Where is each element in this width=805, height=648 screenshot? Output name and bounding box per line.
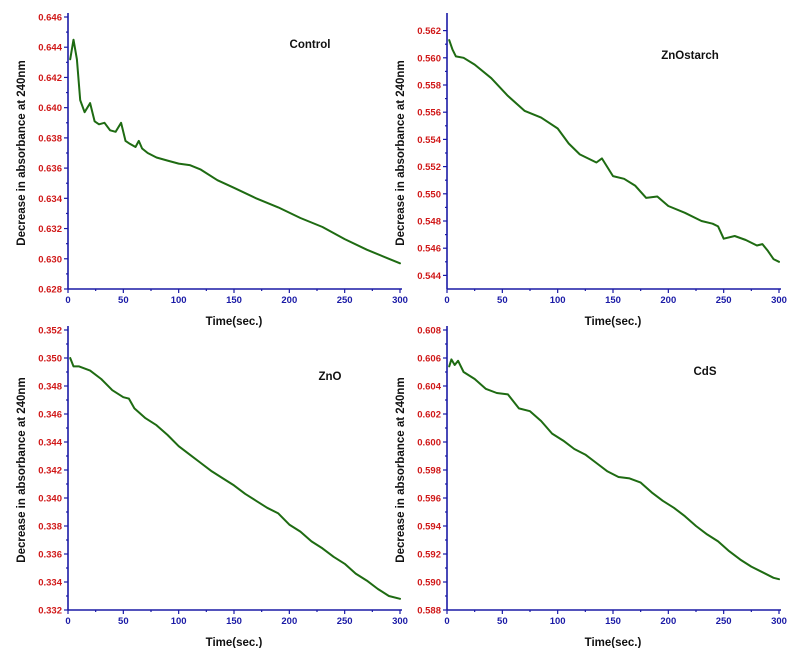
y-tick-label: 0.342	[38, 466, 62, 477]
x-tick-label: 50	[497, 616, 508, 627]
y-tick-label: 0.334	[38, 578, 62, 589]
x-tick-label: 0	[444, 295, 449, 306]
x-tick-label: 150	[605, 295, 621, 306]
y-tick-label: 0.588	[417, 606, 441, 617]
y-tick-label: 0.338	[38, 522, 62, 533]
y-tick-label: 0.634	[38, 194, 62, 205]
panel-title-zno: ZnO	[319, 371, 342, 383]
panel-title-cds: CdS	[694, 366, 717, 378]
y-tick-label: 0.630	[38, 254, 62, 265]
series-line-znostarch	[448, 39, 780, 263]
y-axis-title: Decrease in absorbance at 240nm	[395, 377, 407, 562]
y-tick-label: 0.332	[38, 606, 62, 617]
series-line-cds	[448, 358, 780, 581]
x-tick-label: 150	[226, 295, 242, 306]
x-tick-label: 200	[281, 616, 297, 627]
x-tick-label: 150	[226, 616, 242, 627]
y-tick-label: 0.646	[38, 13, 62, 24]
x-tick-label: 100	[550, 295, 566, 306]
y-tick-label: 0.600	[417, 438, 441, 449]
y-tick-label: 0.560	[417, 53, 441, 64]
x-tick-label: 100	[171, 616, 187, 627]
series-line-zno	[69, 357, 401, 600]
panel-title-znostarch: ZnOstarch	[661, 50, 719, 62]
y-tick-label: 0.554	[417, 135, 441, 146]
y-tick-label: 0.562	[417, 26, 441, 37]
y-tick-label: 0.598	[417, 466, 441, 477]
y-tick-label: 0.548	[417, 217, 441, 228]
x-tick-label: 50	[118, 295, 129, 306]
y-tick-label: 0.350	[38, 354, 62, 365]
y-tick-label: 0.550	[417, 189, 441, 200]
y-axis-title: Decrease in absorbance at 240nm	[16, 377, 28, 562]
series-line-control	[69, 38, 401, 265]
y-axis-title: Decrease in absorbance at 240nm	[16, 60, 28, 245]
y-tick-label: 0.544	[417, 271, 441, 282]
x-tick-label: 250	[337, 616, 353, 627]
x-axis-title: Time(sec.)	[206, 637, 263, 648]
chart-panel-cds: 0.588 0.590 0.592 0.594 0.596 0.598 0.600 0.602…	[395, 326, 787, 648]
y-axis-title: Decrease in absorbance at 240nm	[395, 60, 407, 245]
y-tick-label: 0.546	[417, 244, 441, 255]
x-tick-label: 200	[660, 295, 676, 306]
y-tick-label: 0.596	[417, 494, 441, 505]
x-axis-title: Time(sec.)	[585, 316, 642, 328]
x-tick-label: 300	[392, 616, 408, 627]
x-tick-label: 0	[444, 616, 449, 627]
y-tick-label: 0.590	[417, 578, 441, 589]
y-tick-label: 0.628	[38, 285, 62, 296]
y-tick-label: 0.344	[38, 438, 62, 449]
y-tick-label: 0.638	[38, 133, 62, 144]
x-tick-label: 300	[771, 295, 787, 306]
chart-panel-control: 0.628 0.630 0.632 0.634 0.636 0.638 0.640 0.642…	[16, 13, 408, 329]
x-tick-label: 250	[337, 295, 353, 306]
y-tick-label: 0.348	[38, 382, 62, 393]
x-axis-title: Time(sec.)	[585, 637, 642, 648]
x-tick-label: 0	[65, 616, 70, 627]
y-tick-label: 0.608	[417, 326, 441, 337]
y-tick-label: 0.604	[417, 382, 441, 393]
chart-panel-znostarch: 0.544 0.546 0.548 0.550 0.552 0.554 0.556 0.558…	[395, 13, 787, 328]
chart-panel-zno: 0.332 0.334 0.336 0.338 0.340 0.342 0.344 0.346…	[16, 326, 408, 648]
x-tick-label: 250	[716, 295, 732, 306]
x-tick-label: 50	[118, 616, 129, 627]
x-tick-label: 100	[171, 295, 187, 306]
y-tick-label: 0.552	[417, 162, 441, 173]
panel-title-control: Control	[290, 39, 331, 51]
x-tick-label: 250	[716, 616, 732, 627]
y-tick-label: 0.632	[38, 224, 62, 235]
y-tick-label: 0.602	[417, 410, 441, 421]
x-tick-label: 200	[281, 295, 297, 306]
x-tick-label: 200	[660, 616, 676, 627]
y-tick-label: 0.644	[38, 43, 62, 54]
x-tick-label: 0	[65, 295, 70, 306]
x-axis-title: Time(sec.)	[206, 316, 263, 328]
y-tick-label: 0.642	[38, 73, 62, 84]
x-tick-label: 150	[605, 616, 621, 627]
y-tick-label: 0.636	[38, 164, 62, 175]
y-tick-label: 0.352	[38, 326, 62, 337]
y-tick-label: 0.606	[417, 354, 441, 365]
x-tick-label: 100	[550, 616, 566, 627]
y-tick-label: 0.592	[417, 550, 441, 561]
y-tick-label: 0.594	[417, 522, 441, 533]
y-tick-label: 0.640	[38, 103, 62, 114]
x-tick-label: 300	[771, 616, 787, 627]
y-tick-label: 0.556	[417, 108, 441, 119]
x-tick-label: 300	[392, 295, 408, 306]
x-tick-label: 50	[497, 295, 508, 306]
y-tick-label: 0.336	[38, 550, 62, 561]
y-tick-label: 0.340	[38, 494, 62, 505]
y-tick-label: 0.346	[38, 410, 62, 421]
y-tick-label: 0.558	[417, 81, 441, 92]
